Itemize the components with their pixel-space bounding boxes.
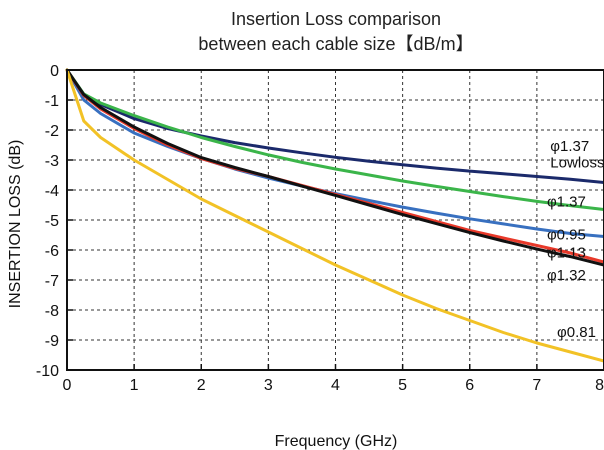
y-tick-label: -10	[36, 363, 59, 380]
x-tick-label: 6	[465, 377, 474, 394]
series-label: φ1.13	[547, 245, 586, 262]
y-axis-label: INSERTION LOSS (dB)	[7, 140, 24, 309]
x-tick-label: 2	[197, 377, 206, 394]
x-tick-label: 8	[595, 377, 604, 394]
x-tick-label: 7	[532, 377, 541, 394]
series-label: φ0.81	[557, 324, 596, 341]
series-line	[65, 68, 604, 184]
y-tick-label: -3	[45, 153, 59, 170]
y-tick-label: -6	[45, 243, 59, 260]
chart-title-line1: Insertion Loss comparison	[231, 9, 441, 29]
y-tick-label: -1	[45, 93, 59, 110]
y-tick-label: 0	[50, 63, 59, 80]
x-tick-label: 3	[264, 377, 273, 394]
y-tick-label: -8	[45, 303, 59, 320]
chart-title-line2: between each cable size【dB/m】	[198, 34, 473, 54]
y-tick-label: -7	[45, 273, 59, 290]
y-tick-label: -9	[45, 333, 59, 350]
series-line	[65, 68, 604, 211]
series-line	[65, 68, 604, 363]
grid-layer	[67, 70, 604, 370]
series-label: φ1.32	[547, 267, 586, 284]
tick-layer: 0 1 2 3 4 5 6 7 8 0 -1 -2 -3 -4 -5 -6 -7 -8 -9 -10	[36, 63, 604, 394]
series-label: Lowloss type	[550, 155, 604, 172]
y-tick-label: -4	[45, 183, 59, 200]
series-line	[65, 68, 604, 267]
series-layer	[65, 68, 604, 363]
y-tick-label: -5	[45, 213, 59, 230]
x-tick-label: 4	[331, 377, 340, 394]
series-label: φ1.37	[547, 194, 586, 211]
series-label: φ0.95	[547, 227, 586, 244]
x-axis-label: Frequency (GHz)	[275, 433, 398, 450]
x-tick-label: 0	[63, 377, 72, 394]
x-tick-label: 1	[130, 377, 139, 394]
y-tick-label: -2	[45, 123, 59, 140]
x-tick-label: 5	[398, 377, 407, 394]
series-label: φ1.37	[550, 138, 589, 155]
